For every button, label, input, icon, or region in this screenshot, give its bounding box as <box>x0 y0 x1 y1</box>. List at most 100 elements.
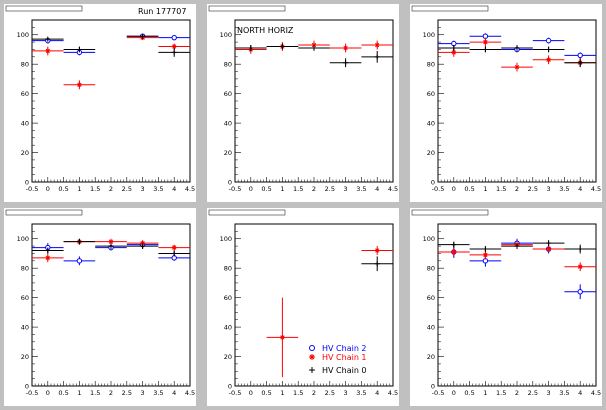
marker-plus <box>546 46 552 52</box>
pad-label-bar <box>5 5 83 12</box>
x-tick-label: 2 <box>109 185 113 193</box>
legend-label-chain2: HV Chain 2 <box>322 344 367 353</box>
data-point-chain0 <box>95 243 127 250</box>
x-tick-label: 3.5 <box>559 389 569 397</box>
data-point-chain0 <box>564 244 596 254</box>
x-tick-label: -0.5 <box>26 389 39 397</box>
legend-marker-chain1 <box>309 354 315 360</box>
x-tick-label: 4 <box>375 389 379 397</box>
data-point-chain0 <box>298 45 330 51</box>
x-tick-label: 3 <box>344 389 348 397</box>
y-tick-label: 40 <box>427 324 435 332</box>
data-point-chain1 <box>63 80 96 90</box>
x-tick-label: 1 <box>280 389 284 397</box>
y-tick-label: 100 <box>17 235 29 243</box>
data-point-chain0 <box>501 45 533 51</box>
marker-plus <box>514 45 520 51</box>
x-tick-label: -0.5 <box>26 185 39 193</box>
x-tick-label: 4 <box>375 185 379 193</box>
x-tick-label: 2 <box>312 389 316 397</box>
data-point-chain0 <box>63 238 96 245</box>
data-point-chain1 <box>501 62 533 72</box>
marker-plus <box>171 49 177 55</box>
data-point-chain0 <box>158 250 190 257</box>
data-point-chain1 <box>532 246 565 252</box>
x-tick-label: 4.5 <box>185 389 195 397</box>
pad-label-bar <box>5 209 83 216</box>
marker-plus <box>76 46 82 52</box>
y-tick-label: 20 <box>427 149 435 157</box>
data-point-chain2 <box>564 52 596 59</box>
data-point-chain0 <box>32 247 64 254</box>
data-point-chain2 <box>469 33 502 40</box>
data-point-chain1 <box>32 46 64 56</box>
marker-star <box>279 334 285 340</box>
x-tick-label: 0 <box>452 389 456 397</box>
x-tick-label: 1 <box>77 185 81 193</box>
marker-star <box>451 49 457 55</box>
data-point-chain1 <box>438 247 470 257</box>
marker-plus <box>45 36 51 42</box>
data-point-chain1 <box>469 37 502 47</box>
data-point-chain0 <box>469 46 502 53</box>
x-tick-label: 3 <box>547 185 551 193</box>
x-tick-label: 0 <box>46 389 50 397</box>
y-tick-label: 60 <box>21 90 29 98</box>
data-point-chain0 <box>329 58 362 68</box>
marker-open-circle <box>577 52 583 59</box>
x-tick-label: -0.5 <box>229 389 242 397</box>
x-tick-label: 2 <box>515 389 519 397</box>
data-point-chain1 <box>361 246 393 255</box>
y-tick-label: 40 <box>224 120 232 128</box>
data-point-chain0 <box>438 45 470 51</box>
marker-star <box>482 252 488 258</box>
marker-open-circle <box>577 289 583 295</box>
marker-plus <box>311 45 317 51</box>
x-tick-label: 0.5 <box>261 185 271 193</box>
y-tick-label: 100 <box>17 31 29 39</box>
x-tick-label: 2.5 <box>325 185 335 193</box>
marker-star <box>171 245 177 251</box>
marker-plus <box>374 54 380 60</box>
y-tick-label: 40 <box>224 324 232 332</box>
x-tick-label: 4 <box>172 185 176 193</box>
x-tick-label: 3 <box>141 185 145 193</box>
marker-star <box>374 42 380 48</box>
x-tick-label: 3.5 <box>153 185 163 193</box>
x-tick-label: 0 <box>46 185 50 193</box>
marker-star <box>482 39 488 45</box>
data-point-chain1 <box>469 250 502 260</box>
y-tick-label: 100 <box>423 235 435 243</box>
data-point-chain0 <box>32 36 64 42</box>
x-tick-label: 2 <box>312 185 316 193</box>
data-point-chain0 <box>63 46 96 53</box>
x-tick-label: 4.5 <box>591 185 601 193</box>
marker-plus <box>546 240 552 246</box>
marker-plus <box>451 45 457 51</box>
data-point-chain1 <box>532 55 565 65</box>
data-point-chain1 <box>564 262 596 272</box>
y-tick-label: 80 <box>427 265 435 273</box>
x-tick-label: 2.5 <box>122 185 132 193</box>
x-tick-label: 2.5 <box>122 389 132 397</box>
marker-star <box>546 57 552 63</box>
x-tick-label: 1 <box>483 185 487 193</box>
y-tick-label: 80 <box>427 61 435 69</box>
legend-marker-chain2 <box>309 345 315 351</box>
data-point-chain0 <box>438 241 470 248</box>
data-point-chain0 <box>532 46 565 53</box>
y-tick-label: 60 <box>224 90 232 98</box>
x-tick-label: 4 <box>578 185 582 193</box>
marker-star <box>451 249 457 255</box>
marker-plus <box>577 60 583 66</box>
y-tick-label: 20 <box>427 353 435 361</box>
marker-plus <box>577 246 583 252</box>
y-tick-label: 40 <box>21 324 29 332</box>
marker-plus <box>374 261 380 267</box>
pad-label-bar <box>208 5 286 12</box>
x-tick-label: 0.5 <box>464 389 474 397</box>
marker-open-circle <box>76 258 83 264</box>
